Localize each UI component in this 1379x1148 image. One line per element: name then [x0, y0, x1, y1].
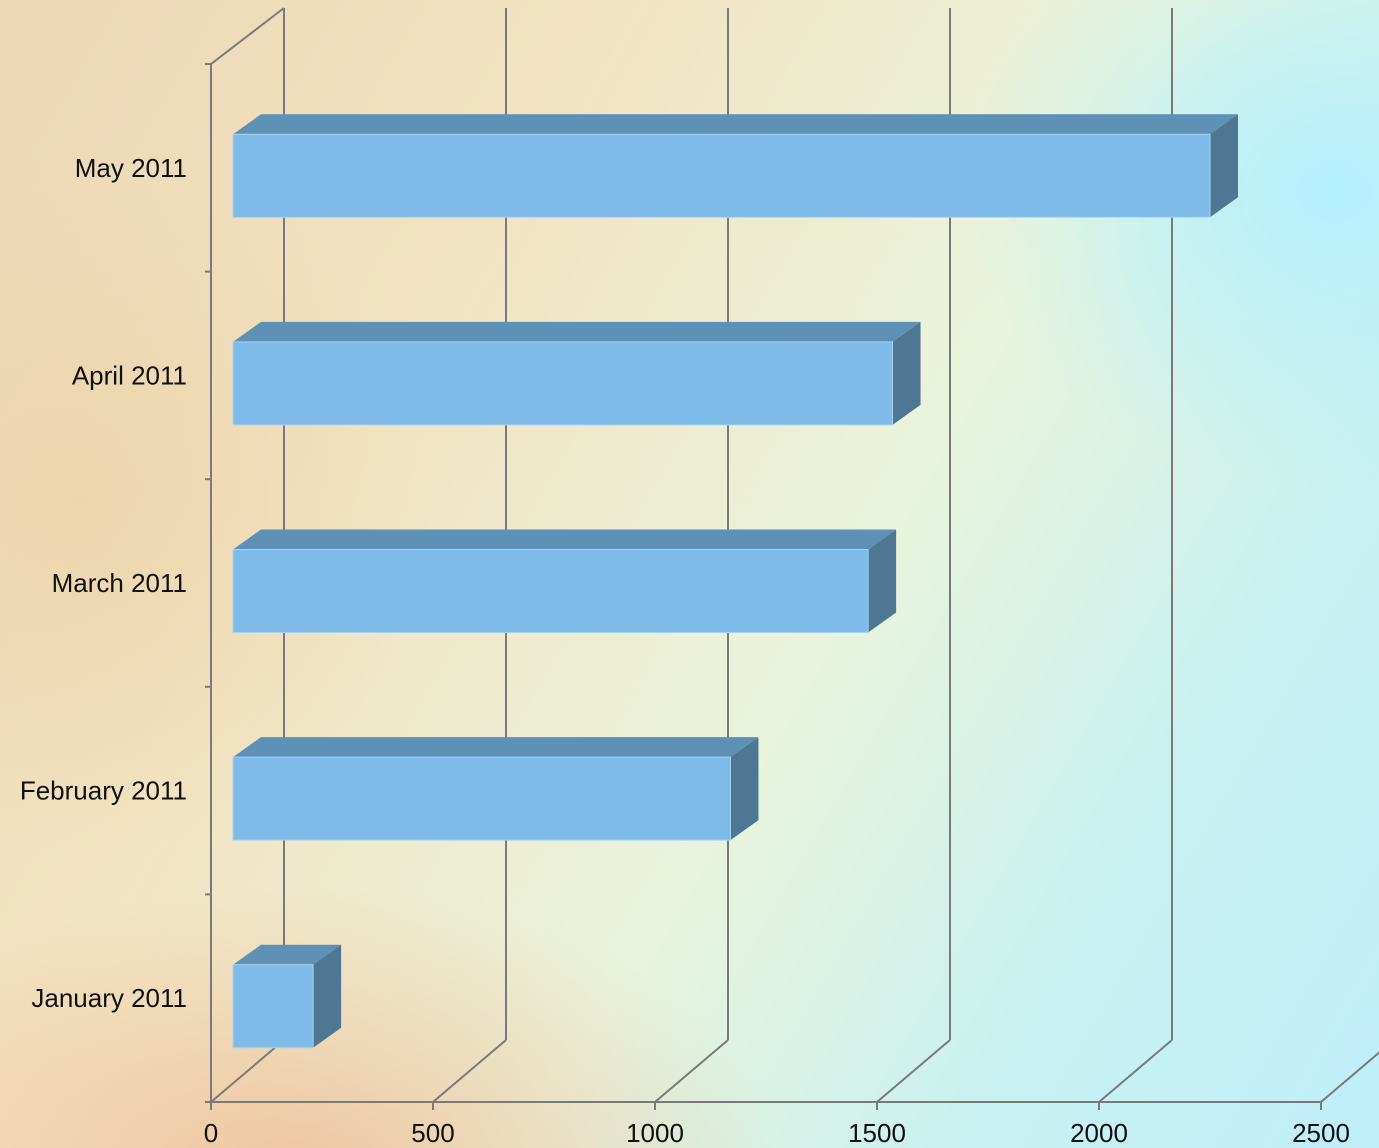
- x-tick-label: 2000: [1070, 1118, 1128, 1148]
- floor-gridline: [1320, 1051, 1379, 1103]
- bar: [232, 964, 314, 1049]
- bar-top: [233, 944, 342, 965]
- bar-top: [233, 737, 759, 758]
- bar-top: [233, 321, 921, 342]
- x-tick-label: 2500: [1292, 1118, 1350, 1148]
- bar-side: [1210, 114, 1238, 218]
- bar-top: [233, 114, 1238, 135]
- category-label: February 2011: [20, 776, 187, 806]
- axes: [205, 7, 1322, 1110]
- bar-side: [730, 737, 759, 841]
- floor-gridline: [1098, 1039, 1173, 1103]
- bar-top: [233, 529, 897, 550]
- floor-gridline: [654, 1039, 729, 1103]
- labels: 0 500 1000 1500 2000 2500 January 2011 February…: [20, 153, 1350, 1148]
- category-label: May 2011: [75, 153, 187, 183]
- bar: [232, 756, 731, 841]
- x-tick-label: 0: [204, 1118, 218, 1148]
- category-label: April 2011: [72, 360, 187, 390]
- x-tick-label: 1000: [626, 1118, 684, 1148]
- bar-side: [313, 944, 342, 1048]
- bar: [232, 133, 1211, 218]
- floor-gridline: [432, 1039, 507, 1103]
- y-axis-depth: [210, 7, 285, 65]
- floor-gridline: [876, 1039, 951, 1103]
- bar-side: [868, 529, 897, 633]
- bar-side: [892, 321, 921, 425]
- bar: [232, 549, 869, 633]
- bar: [232, 341, 894, 426]
- category-label: January 2011: [31, 983, 187, 1013]
- x-tick-label: 500: [411, 1118, 454, 1148]
- floor-gridline: [210, 1039, 285, 1103]
- x-tick-label: 1500: [848, 1118, 906, 1148]
- category-label: March 2011: [52, 568, 187, 598]
- bars: [232, 114, 1238, 1049]
